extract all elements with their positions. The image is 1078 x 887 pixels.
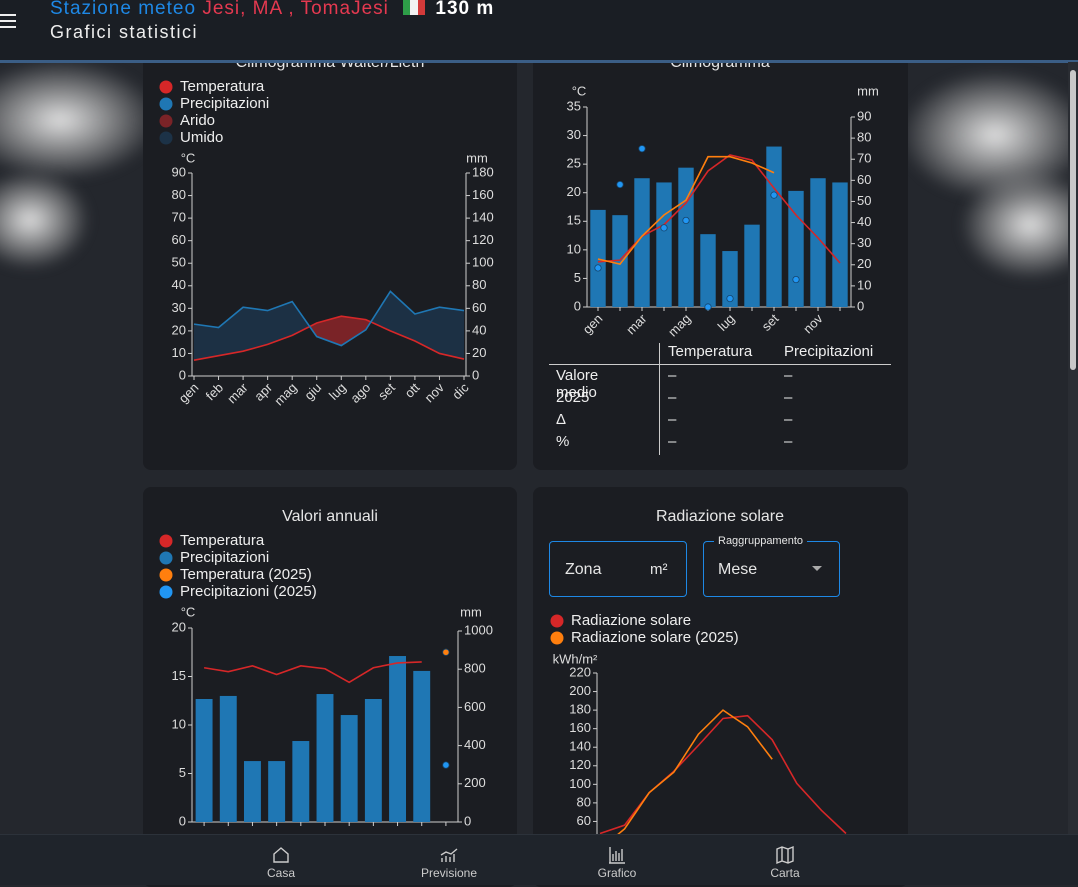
grouping-select[interactable]: Raggruppamento Mese — [703, 535, 840, 597]
zone-input[interactable]: Zona m² — [549, 541, 687, 597]
map-icon — [776, 845, 794, 865]
row-label: Δ — [556, 411, 567, 428]
table-header: Precipitazioni — [784, 343, 874, 360]
nav-item[interactable]: Previsione — [389, 835, 509, 880]
cell: – — [784, 411, 793, 428]
nav-item[interactable]: Casa — [221, 835, 341, 880]
cell: – — [784, 389, 793, 406]
dropdown-arrow — [812, 566, 822, 571]
select-value: Mese — [718, 561, 758, 578]
bottom-nav: Casa Previsione Grafico Carta — [0, 834, 1078, 885]
input-label: Zona — [565, 561, 602, 578]
cell: – — [668, 433, 677, 450]
cell: – — [784, 433, 793, 450]
cell: – — [668, 367, 677, 384]
scroll-thumb[interactable] — [1070, 70, 1076, 370]
select-legend: Raggruppamento — [714, 535, 808, 547]
chart-icon — [609, 847, 625, 864]
subtitle: Grafici statistici — [50, 22, 199, 42]
altitude: 130 m — [435, 0, 495, 19]
cell: – — [784, 367, 793, 384]
input-unit: m² — [650, 561, 668, 578]
menu-icon[interactable] — [0, 13, 18, 29]
table-divider — [549, 364, 891, 365]
station-line: Stazione meteo Jesi, MA , TomaJesi 130 m — [50, 0, 494, 20]
cell: – — [668, 411, 677, 428]
table-divider — [659, 343, 660, 455]
card — [533, 52, 908, 470]
forecast-icon — [440, 848, 458, 862]
cell: – — [668, 389, 677, 406]
nav-label: Casa — [266, 866, 295, 880]
home-icon — [273, 847, 289, 863]
row-label: % — [556, 433, 570, 450]
nav-label: Previsione — [420, 866, 478, 880]
nav-item[interactable]: Grafico — [557, 835, 677, 880]
flag-icon — [403, 0, 426, 15]
card — [143, 487, 517, 887]
scrollbar[interactable] — [1068, 62, 1078, 834]
card — [143, 52, 517, 470]
nav-label: Grafico — [597, 866, 637, 880]
nav-label: Carta — [770, 866, 800, 880]
row-label: Valore medio — [556, 367, 599, 401]
header: Stazione meteo Jesi, MA , TomaJesi 130 m… — [0, 0, 1078, 63]
nav-item[interactable]: Carta — [725, 835, 845, 880]
station-location: Jesi, MA , TomaJesi — [202, 0, 389, 19]
table-header: Temperatura — [668, 343, 753, 360]
row-label: 2025 — [556, 389, 590, 406]
station-label: Stazione meteo — [50, 0, 197, 19]
